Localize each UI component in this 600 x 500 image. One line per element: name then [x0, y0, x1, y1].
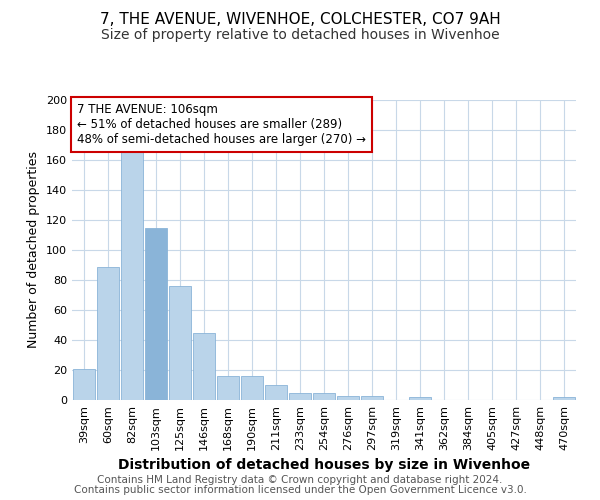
Bar: [97, 266, 119, 400]
Bar: [361, 396, 383, 400]
Text: 7 THE AVENUE: 106sqm
← 51% of detached houses are smaller (289)
48% of semi-deta: 7 THE AVENUE: 106sqm ← 51% of detached h…: [77, 103, 366, 146]
Bar: [145, 228, 167, 400]
Bar: [265, 385, 287, 400]
X-axis label: Distribution of detached houses by size in Wivenhoe: Distribution of detached houses by size …: [118, 458, 530, 472]
Bar: [121, 148, 143, 400]
Bar: [169, 286, 191, 400]
Bar: [217, 376, 239, 400]
Bar: [337, 396, 359, 400]
Y-axis label: Number of detached properties: Number of detached properties: [28, 152, 40, 348]
Bar: [409, 397, 431, 400]
Bar: [313, 392, 335, 400]
Bar: [553, 397, 575, 400]
Text: 7, THE AVENUE, WIVENHOE, COLCHESTER, CO7 9AH: 7, THE AVENUE, WIVENHOE, COLCHESTER, CO7…: [100, 12, 500, 28]
Bar: [241, 376, 263, 400]
Bar: [193, 332, 215, 400]
Text: Size of property relative to detached houses in Wivenhoe: Size of property relative to detached ho…: [101, 28, 499, 42]
Text: Contains HM Land Registry data © Crown copyright and database right 2024.: Contains HM Land Registry data © Crown c…: [97, 475, 503, 485]
Bar: [73, 368, 95, 400]
Text: Contains public sector information licensed under the Open Government Licence v3: Contains public sector information licen…: [74, 485, 526, 495]
Bar: [289, 392, 311, 400]
